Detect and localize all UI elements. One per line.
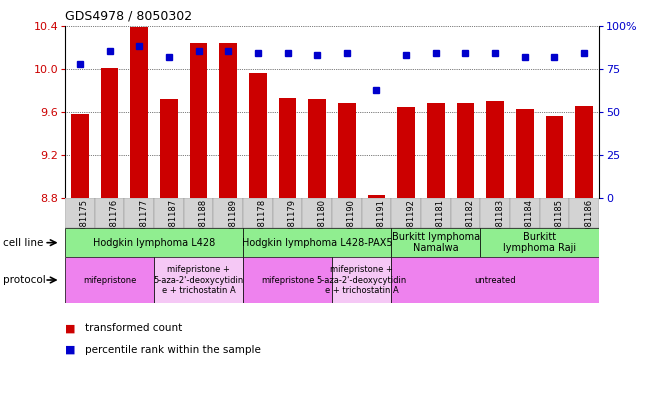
Text: GSM1081176: GSM1081176 <box>109 199 118 255</box>
Bar <box>510 198 540 228</box>
Bar <box>391 228 480 257</box>
Bar <box>189 43 208 198</box>
Bar <box>243 257 332 303</box>
Text: GDS4978 / 8050302: GDS4978 / 8050302 <box>65 10 192 23</box>
Text: protocol: protocol <box>3 275 46 285</box>
Text: GSM1081189: GSM1081189 <box>229 199 237 255</box>
Text: GSM1081186: GSM1081186 <box>584 199 593 255</box>
Bar <box>569 198 599 228</box>
Bar <box>391 198 421 228</box>
Bar <box>391 257 599 303</box>
Bar <box>214 198 243 228</box>
Bar <box>160 99 178 198</box>
Bar <box>95 198 124 228</box>
Bar <box>575 106 593 198</box>
Text: untreated: untreated <box>475 275 516 285</box>
Bar <box>450 198 480 228</box>
Bar <box>456 103 475 198</box>
Text: GSM1081184: GSM1081184 <box>525 199 534 255</box>
Text: GSM1081181: GSM1081181 <box>436 199 445 255</box>
Text: cell line: cell line <box>3 238 44 248</box>
Bar <box>332 257 391 303</box>
Bar <box>65 198 95 228</box>
Text: GSM1081175: GSM1081175 <box>80 199 89 255</box>
Bar <box>154 257 243 303</box>
Bar <box>546 116 563 198</box>
Bar <box>243 228 391 257</box>
Text: ■: ■ <box>65 345 76 355</box>
Text: mifepristone +
5-aza-2'-deoxycytidin
e + trichostatin A: mifepristone + 5-aza-2'-deoxycytidin e +… <box>154 265 243 295</box>
Bar <box>130 27 148 198</box>
Text: GSM1081185: GSM1081185 <box>555 199 563 255</box>
Bar <box>332 198 362 228</box>
Bar <box>219 43 237 198</box>
Text: Hodgkin lymphoma L428: Hodgkin lymphoma L428 <box>93 238 215 248</box>
Bar <box>397 107 415 198</box>
Text: transformed count: transformed count <box>85 323 182 333</box>
Bar <box>309 99 326 198</box>
Text: percentile rank within the sample: percentile rank within the sample <box>85 345 260 355</box>
Bar <box>154 198 184 228</box>
Bar <box>516 109 534 198</box>
Text: GSM1081183: GSM1081183 <box>495 199 504 255</box>
Text: Burkitt
lymphoma Raji: Burkitt lymphoma Raji <box>503 232 576 253</box>
Bar <box>421 198 450 228</box>
Text: GSM1081187: GSM1081187 <box>169 199 178 255</box>
Bar <box>249 73 267 198</box>
Text: mifepristone +
5-aza-2'-deoxycytidin
e + trichostatin A: mifepristone + 5-aza-2'-deoxycytidin e +… <box>316 265 407 295</box>
Text: GSM1081180: GSM1081180 <box>317 199 326 255</box>
Bar <box>243 198 273 228</box>
Bar <box>302 198 332 228</box>
Bar <box>124 198 154 228</box>
Text: GSM1081182: GSM1081182 <box>465 199 475 255</box>
Text: GSM1081179: GSM1081179 <box>288 199 296 255</box>
Bar <box>368 195 385 198</box>
Bar <box>427 103 445 198</box>
Text: GSM1081177: GSM1081177 <box>139 199 148 255</box>
Bar <box>486 101 504 198</box>
Bar <box>184 198 214 228</box>
Text: mifepristone: mifepristone <box>83 275 136 285</box>
Text: Burkitt lymphoma
Namalwa: Burkitt lymphoma Namalwa <box>392 232 480 253</box>
Bar <box>101 68 118 198</box>
Text: GSM1081178: GSM1081178 <box>258 199 267 255</box>
Text: Hodgkin lymphoma L428-PAX5: Hodgkin lymphoma L428-PAX5 <box>242 238 393 248</box>
Bar <box>65 257 154 303</box>
Bar <box>480 228 599 257</box>
Bar <box>362 198 391 228</box>
Bar <box>338 103 355 198</box>
Bar <box>273 198 302 228</box>
Text: ■: ■ <box>65 323 76 333</box>
Bar <box>480 198 510 228</box>
Bar <box>279 98 296 198</box>
Bar <box>71 114 89 198</box>
Text: GSM1081191: GSM1081191 <box>376 199 385 255</box>
Text: GSM1081188: GSM1081188 <box>199 199 208 255</box>
Text: GSM1081192: GSM1081192 <box>406 199 415 255</box>
Text: mifepristone: mifepristone <box>261 275 314 285</box>
Bar <box>540 198 569 228</box>
Bar <box>65 228 243 257</box>
Text: GSM1081190: GSM1081190 <box>347 199 356 255</box>
